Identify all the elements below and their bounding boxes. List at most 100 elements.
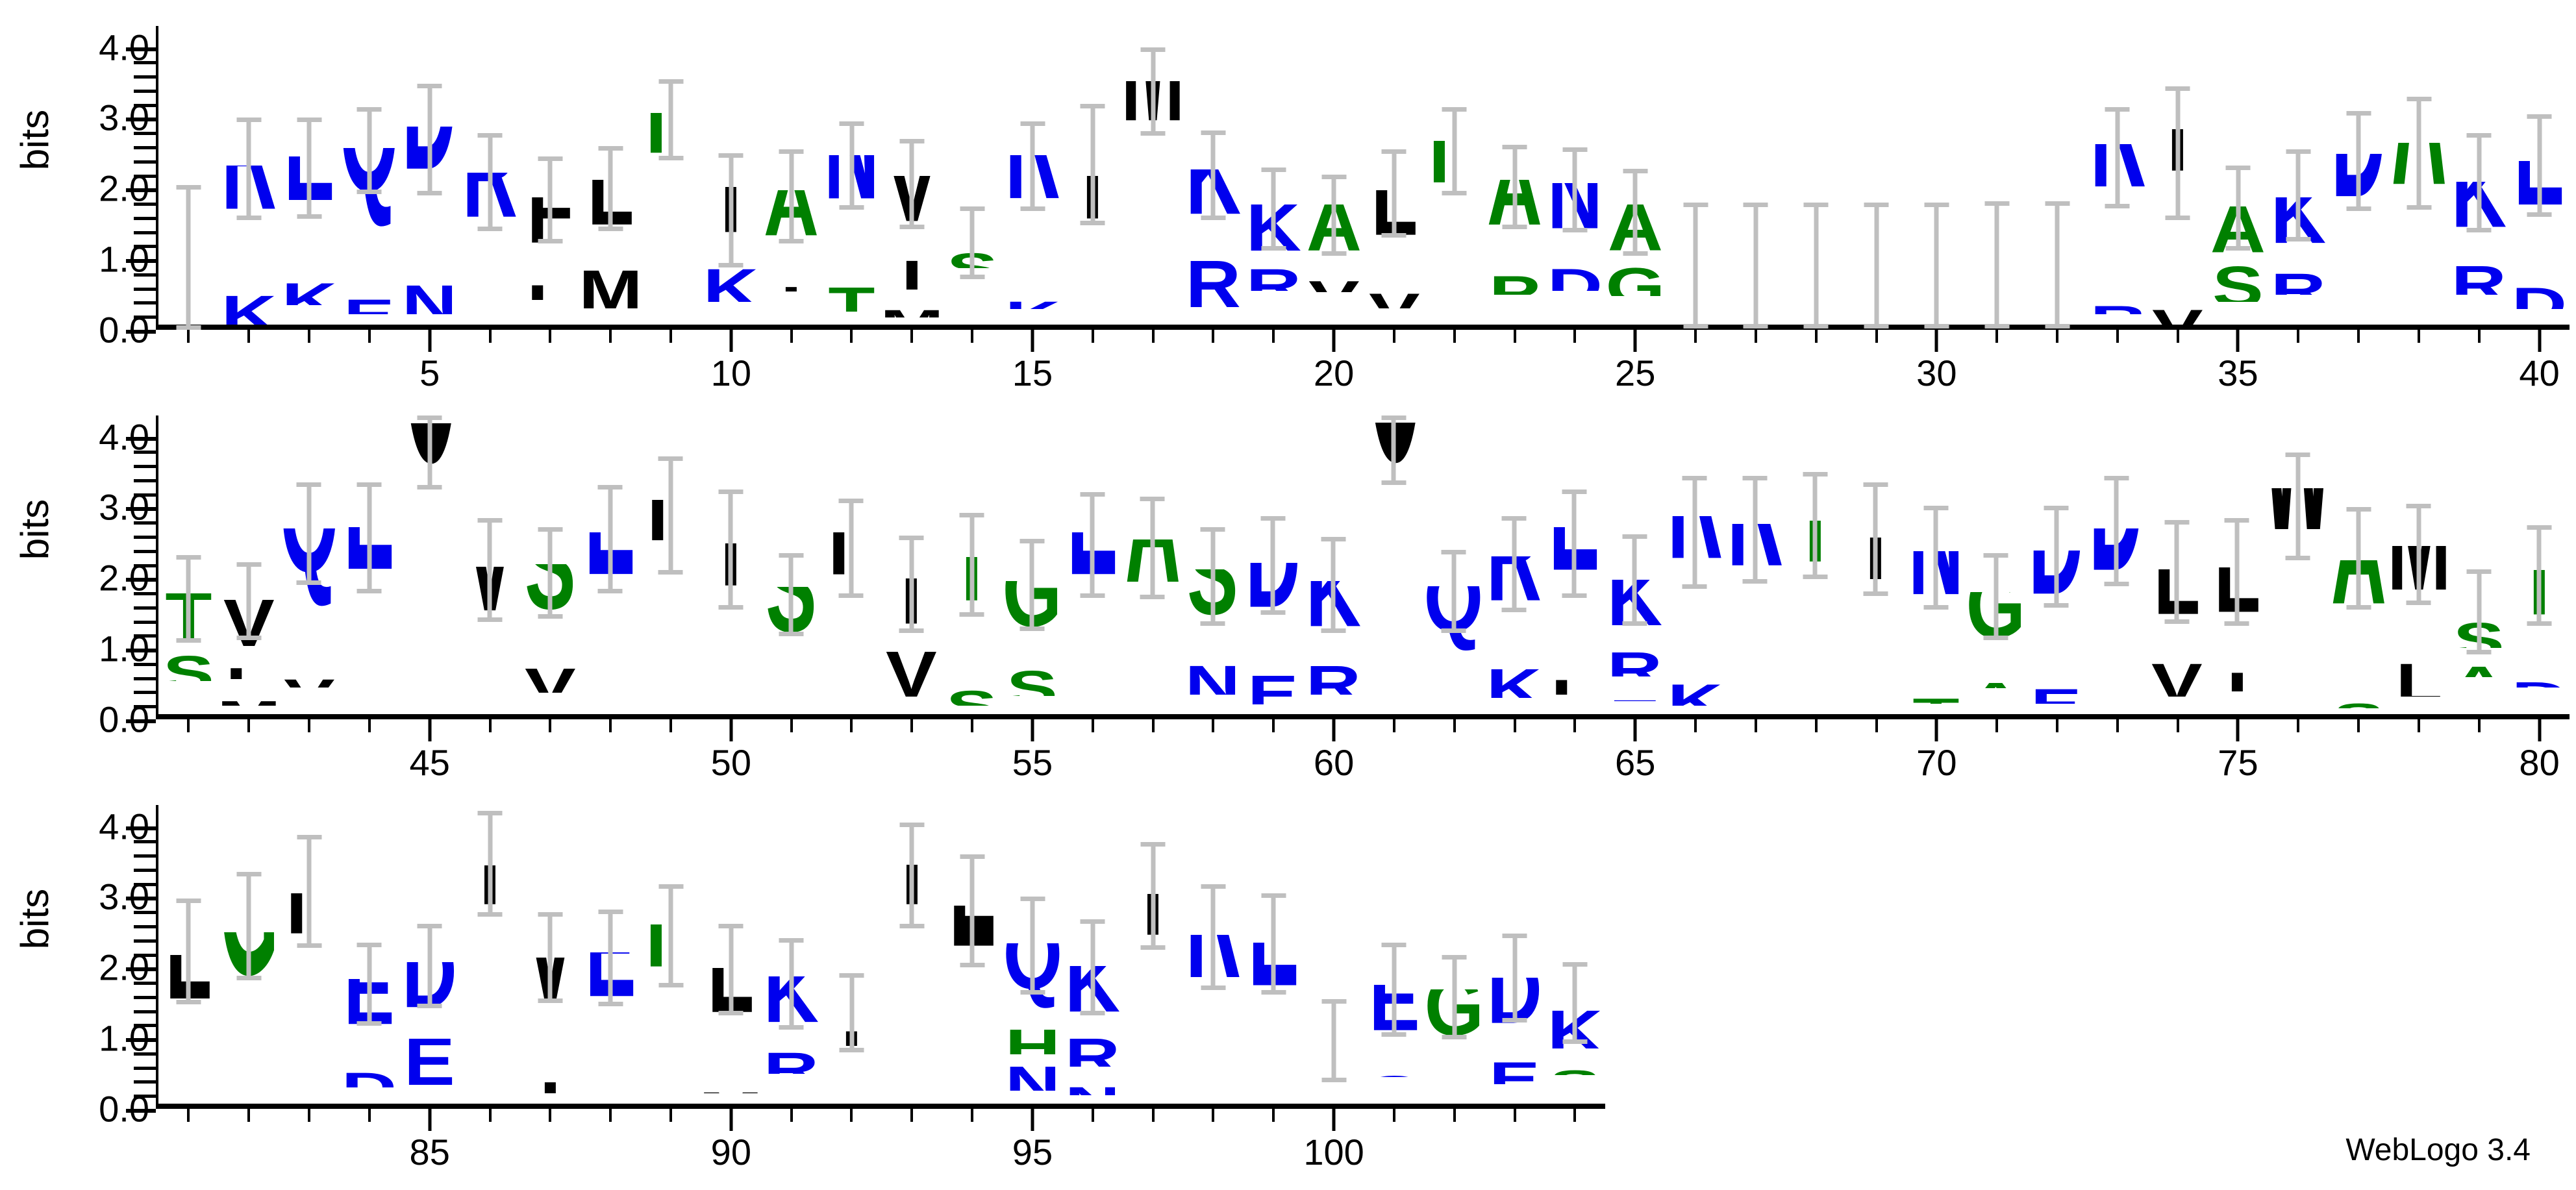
logo-letter: V	[821, 1069, 882, 1086]
logo-letter: S	[761, 291, 821, 310]
logo-letter: N	[1005, 1056, 1060, 1091]
logo-letter: I	[1304, 312, 1364, 319]
logo-letter: A	[1906, 704, 1966, 714]
logo-letter: R	[339, 1087, 399, 1098]
logo-stack-20: AVMIS	[1304, 26, 1364, 325]
x-tick-minor	[1151, 330, 1155, 343]
logo-stack-97: YFM	[1123, 805, 1183, 1104]
logo-letter: E	[339, 282, 399, 314]
error-bar	[2356, 110, 2361, 212]
logo-stack-104: KSAR	[1545, 805, 1605, 1104]
error-bar	[186, 184, 191, 330]
error-bar	[367, 482, 372, 594]
logo-letter: P	[1489, 266, 1540, 295]
logo-letter: Q	[2449, 295, 2509, 316]
x-tick-minor	[2055, 719, 2058, 732]
logo-stack-103: DEN	[1484, 805, 1545, 1104]
logo-letter: I	[1003, 309, 1063, 317]
error-bar	[2175, 86, 2181, 221]
x-tick-minor	[2297, 330, 2300, 343]
logo-stack-77: ASG	[2329, 415, 2389, 714]
logo-letter: L	[881, 699, 942, 714]
logo-stack-85: DEAH	[399, 805, 460, 1104]
x-tick-minor	[609, 1109, 612, 1122]
error-bar	[1452, 107, 1457, 196]
x-tick-minor	[1995, 330, 1999, 343]
error-bar	[728, 490, 733, 610]
error-bar	[1512, 515, 1517, 612]
logo-stack-67: KQR	[1725, 415, 1785, 714]
logo-letter: D	[1544, 695, 1605, 709]
x-tick-major	[1934, 330, 1938, 352]
y-tick-minor	[134, 245, 156, 249]
logo-letter: V	[2147, 293, 2208, 325]
stack-spacer	[2027, 805, 2088, 1104]
error-bar	[1331, 537, 1336, 634]
logo-stack-98: RKQ	[1183, 805, 1244, 1104]
x-tick-minor	[2116, 719, 2119, 732]
x-tick-major	[428, 719, 432, 741]
y-axis: 0.0 1.0 2.0 3.0 4.0	[99, 415, 158, 740]
logo-letter: D	[1183, 310, 1244, 319]
logo-letter: C	[2267, 688, 2328, 700]
y-tick-major	[126, 118, 156, 122]
logo-letter: S	[1304, 1098, 1364, 1104]
logo-stack-78: MLIV	[2389, 415, 2449, 714]
logo-letter: V	[942, 316, 1003, 325]
error-bar	[2174, 520, 2179, 625]
logo-stack-82: GE	[219, 805, 279, 1104]
logo-stack-34: IV	[2147, 26, 2208, 325]
logo-letter: R	[1002, 708, 1062, 714]
logo-letter: C	[2207, 691, 2268, 707]
logo-letter: G	[2329, 708, 2389, 714]
x-tick-major	[1031, 719, 1034, 741]
x-tick-major	[1031, 330, 1034, 352]
logo-letter: G	[761, 310, 821, 318]
logo-letter: S	[1304, 319, 1364, 325]
logo-stack-64: ELDS	[1544, 415, 1605, 714]
logo-letter: N	[1062, 1067, 1123, 1095]
logo-letter: E	[641, 1074, 701, 1089]
logo-letter: S	[2212, 259, 2264, 303]
logo-letter: G	[1304, 1084, 1364, 1091]
y-tick-minor	[134, 549, 156, 553]
logo-letter: V	[701, 1093, 761, 1104]
y-tick-label: 4.0	[99, 806, 149, 847]
logo-stack-75: LICV	[2207, 415, 2268, 714]
logo-letter: A	[1002, 696, 1062, 709]
y-tick-minor	[134, 1080, 156, 1084]
logo-letter: H	[2267, 700, 2328, 708]
y-tick-minor	[134, 75, 156, 79]
x-tick-minor	[368, 1109, 371, 1122]
logo-letter: D	[339, 1056, 399, 1087]
logo-stack-57: AST	[1123, 415, 1183, 714]
logo-stack-46: VCAT	[460, 415, 520, 714]
x-tick-minor	[2417, 719, 2420, 732]
logo-letter: H	[1545, 291, 1605, 312]
logo-letter: T	[942, 292, 1003, 306]
error-bar	[186, 555, 191, 643]
logo-letter: E	[1247, 665, 1299, 704]
x-tick-minor	[1151, 1109, 1155, 1122]
logo-letter: K	[2267, 665, 2328, 688]
logo-letter: P	[1966, 704, 2026, 714]
logo-letter: S	[1424, 1098, 1484, 1104]
y-tick-minor	[134, 316, 156, 319]
y-tick-label: 4.0	[99, 27, 149, 68]
error-bar	[1812, 472, 1818, 580]
error-bar	[1090, 103, 1095, 225]
logo-letter: L	[1424, 303, 1484, 313]
stack-spacer	[2449, 805, 2509, 1104]
y-tick-minor	[134, 287, 156, 291]
error-bar	[2234, 517, 2240, 626]
y-tick-minor	[134, 465, 156, 469]
error-bar	[969, 206, 975, 279]
error-bar	[1994, 201, 1999, 328]
logo-letter: R	[1423, 707, 1484, 714]
logo-letter: V	[701, 302, 761, 317]
y-tick-major	[126, 967, 156, 972]
logo-letter: H	[1423, 681, 1484, 697]
plot-area: LAMGEFLEDRADEAHYFVIAEADQPEALLMVKRGSYIAVR…	[156, 805, 2570, 1109]
logo-stack-19: KRQDE	[1244, 26, 1304, 325]
